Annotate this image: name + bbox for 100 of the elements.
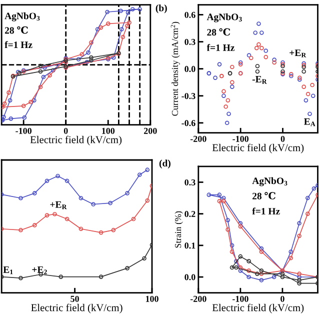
y-tick-label: 0.6 — [184, 12, 196, 18]
point — [131, 216, 136, 222]
annotation: AgNbO$_{3}$ — [252, 177, 288, 186]
point — [304, 98, 308, 103]
x-tick-label: 100 — [102, 128, 115, 134]
point — [120, 34, 126, 40]
x-axis-title: Electric field (kV/cm) — [31, 304, 122, 314]
point — [230, 84, 234, 89]
text: (d) — [159, 160, 170, 168]
point — [118, 8, 123, 14]
point — [255, 272, 260, 276]
point — [230, 243, 234, 248]
point — [58, 274, 64, 279]
point — [138, 7, 142, 12]
x-tick-label: -100 — [232, 136, 249, 142]
point — [255, 69, 260, 74]
y-tick-label: 0.0 — [184, 66, 196, 72]
point — [106, 22, 110, 26]
point — [78, 196, 84, 200]
point — [221, 199, 226, 204]
point — [206, 192, 212, 197]
point — [52, 212, 57, 216]
point — [21, 104, 26, 108]
annotation: f=1 Hz — [252, 208, 280, 214]
point — [256, 42, 261, 47]
y-tick-label: 0.3 — [184, 38, 196, 46]
point — [8, 116, 14, 121]
point — [272, 58, 276, 62]
point — [222, 89, 226, 94]
point — [76, 57, 81, 62]
point — [230, 250, 234, 254]
point — [98, 274, 104, 279]
annotation: 28 ℃ — [252, 192, 276, 200]
point — [272, 60, 276, 65]
line-series — [230, 254, 318, 286]
point — [259, 272, 264, 276]
annotation: +E$_{2}$ — [32, 266, 47, 274]
point — [32, 98, 36, 103]
y-tick-label: 0.0 — [184, 274, 196, 280]
x-tick-label: 0 — [280, 296, 284, 302]
point — [234, 265, 238, 270]
point — [297, 221, 302, 226]
point — [124, 24, 130, 28]
point — [44, 213, 50, 218]
point — [312, 186, 316, 191]
point — [224, 120, 230, 126]
y-tick-label: 0.1 — [184, 242, 196, 249]
point — [255, 64, 260, 68]
text: (b) — [156, 4, 167, 14]
point — [48, 73, 52, 78]
point — [145, 168, 150, 172]
point — [306, 212, 310, 216]
point — [272, 274, 276, 280]
point — [259, 246, 264, 251]
x-tick-label: -100 — [16, 128, 32, 134]
point — [230, 64, 234, 70]
point — [230, 80, 234, 84]
point — [18, 228, 23, 232]
x-tick-label: 50 — [70, 296, 79, 302]
point — [222, 94, 226, 98]
point — [234, 259, 238, 264]
y-tick-label: 0.3 — [184, 179, 196, 186]
annotation: +E$_{R}$ — [290, 50, 306, 58]
point — [80, 52, 84, 56]
line-series — [217, 192, 318, 280]
annotation: 28 ℃ — [4, 26, 28, 34]
annotation: AgNbO$_{3}$ — [4, 12, 40, 22]
point — [246, 268, 251, 273]
point — [297, 234, 302, 238]
point — [306, 92, 310, 96]
x-tick-label: 100 — [146, 296, 158, 302]
point — [230, 265, 234, 270]
point — [297, 274, 302, 280]
point — [213, 76, 218, 80]
point — [280, 272, 285, 276]
point — [18, 196, 23, 200]
annotation: E$_{1}$ — [3, 266, 13, 274]
point — [98, 230, 104, 235]
annotation: E$_{A}$ — [304, 118, 316, 126]
point — [125, 191, 130, 196]
annotation: -E$_{R}$ — [252, 76, 267, 84]
annotation: 28 ℃ — [207, 28, 230, 36]
y-tick-label: 0.2 — [184, 210, 196, 218]
point — [246, 259, 251, 264]
point — [310, 82, 314, 88]
point — [254, 46, 259, 50]
point — [264, 48, 268, 53]
x-tick-label: -200 — [190, 136, 206, 142]
point — [78, 226, 84, 232]
point — [89, 58, 94, 63]
point — [142, 256, 146, 261]
point — [41, 74, 46, 80]
annotation: +E$_{R}$ — [50, 201, 67, 210]
y-axis-title: Current density (mA/cm$^{2}$) — [170, 22, 180, 116]
point — [89, 40, 94, 45]
point — [226, 227, 230, 232]
x-tick-label: -100 — [232, 296, 248, 302]
point — [51, 68, 56, 73]
point — [226, 218, 230, 222]
point — [297, 278, 302, 282]
